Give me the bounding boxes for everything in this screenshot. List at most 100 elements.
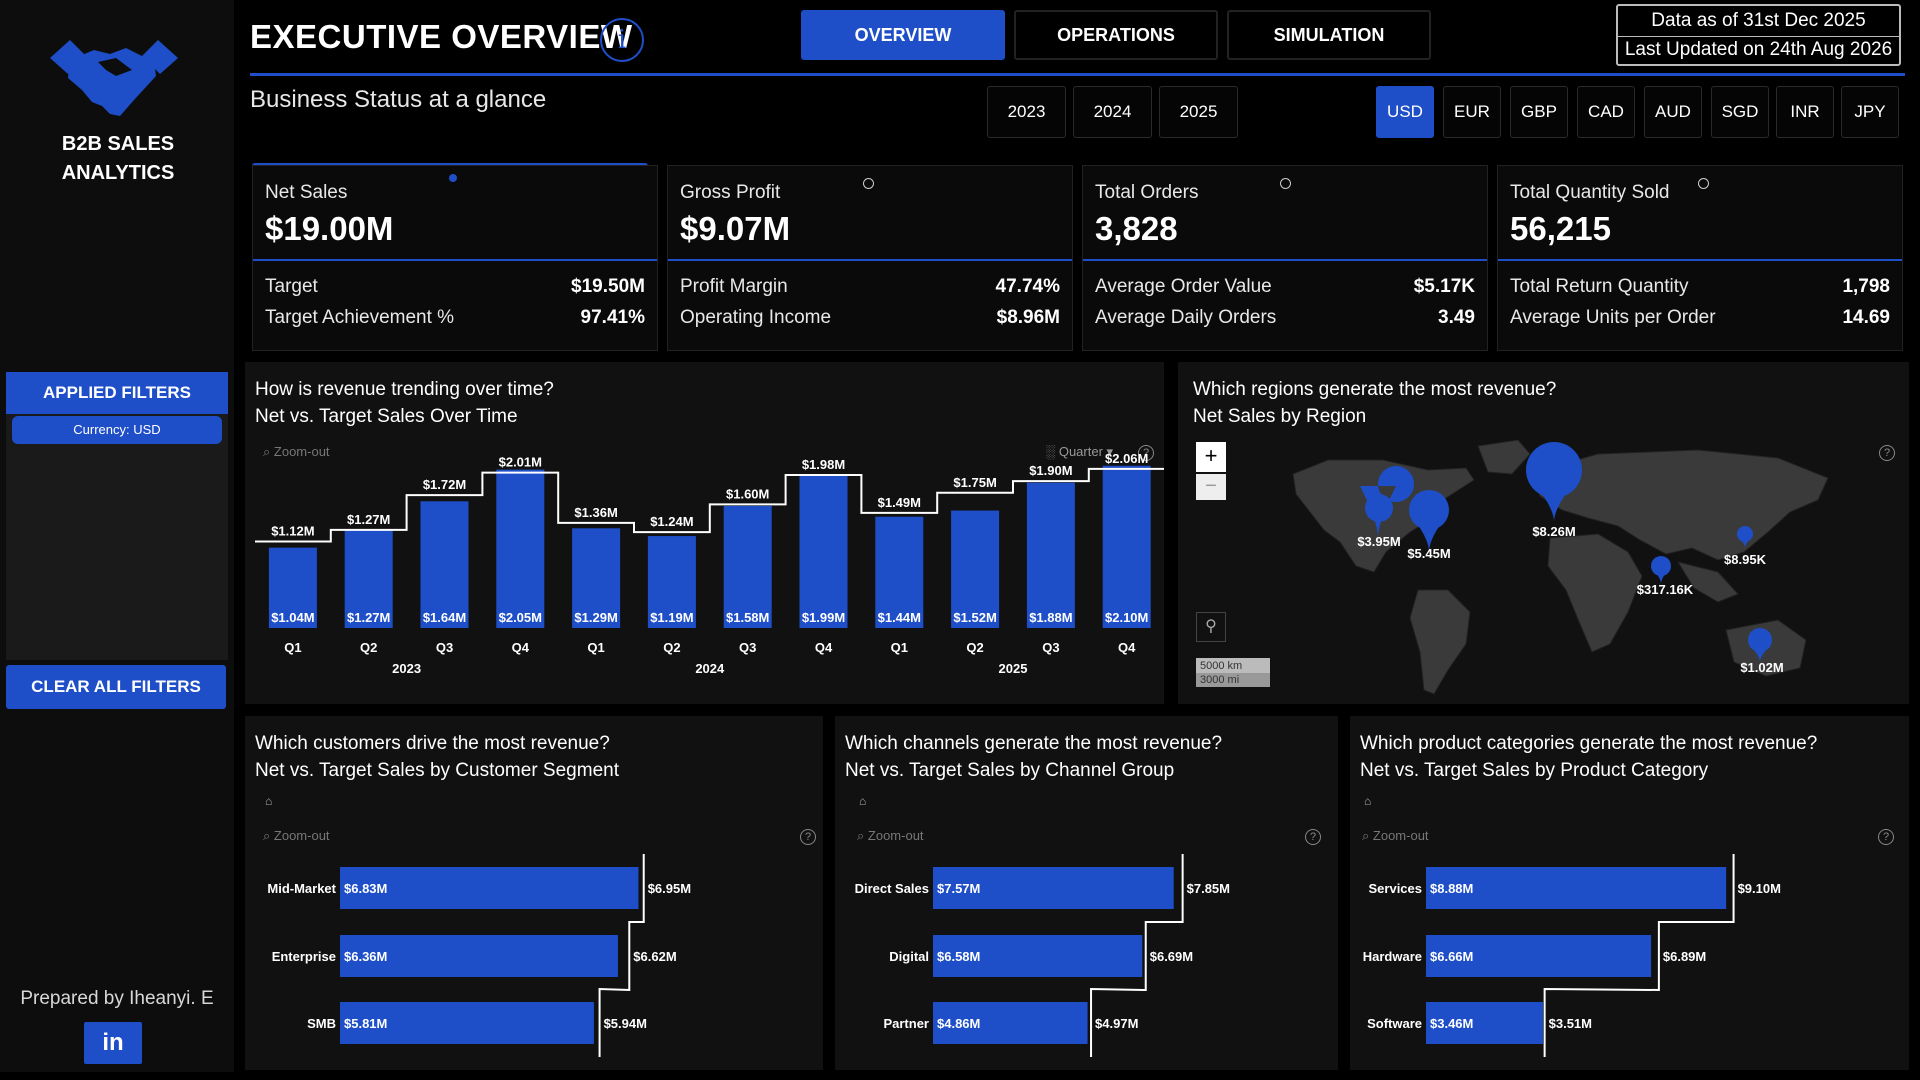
map-marker — [1409, 490, 1449, 552]
zoom-out-control[interactable]: ⌕ Zoom-out — [857, 828, 924, 843]
target-value-label: $6.89M — [1663, 949, 1706, 964]
marker-label: $8.26M — [1532, 524, 1575, 539]
currency-sgd[interactable]: SGD — [1711, 86, 1769, 138]
target-value-label: $1.90M — [1029, 463, 1072, 478]
currency-gbp[interactable]: GBP — [1510, 86, 1568, 138]
tab-operations[interactable]: OPERATIONS — [1014, 10, 1218, 60]
world-map[interactable]: $3.95M $5.45M $8.26M $8.95K $317.16K $1.… — [1178, 362, 1909, 704]
target-value-label: $2.01M — [499, 455, 542, 470]
zoom-out-control[interactable]: ⌕ Zoom-out — [263, 444, 330, 459]
product-category-chart: $8.88M Services $6.66M Hardware $3.46M Softwa… — [1363, 854, 1781, 1057]
help-icon[interactable]: ? — [800, 829, 816, 845]
map-zoom-in-button[interactable]: + — [1196, 442, 1226, 472]
x-tick-label: Q2 — [360, 640, 377, 655]
customer-segment-panel: Which customers drive the most revenue? … — [245, 716, 823, 1070]
target-value-label: $3.51M — [1549, 1016, 1592, 1031]
marker-label: $5.45M — [1407, 546, 1450, 561]
target-value-label: $1.98M — [802, 457, 845, 472]
linkedin-icon[interactable]: in — [84, 1022, 142, 1064]
marker-label: $8.95K — [1724, 552, 1767, 567]
net-sales-bar — [875, 516, 924, 628]
kpi-label: Total Orders — [1095, 182, 1199, 203]
currency-inr[interactable]: INR — [1776, 86, 1834, 138]
filter-chip-currency[interactable]: Currency: USD — [12, 416, 222, 444]
currency-aud[interactable]: AUD — [1644, 86, 1702, 138]
home-icon[interactable]: ⌂ — [265, 794, 273, 808]
kpi-card-net-sales: Net Sales $19.00M Target $19.50M Target A… — [252, 165, 658, 351]
bar-value-label: $8.88M — [1430, 881, 1473, 896]
indicator-dot-icon[interactable] — [1698, 178, 1709, 189]
year-slicer-2024[interactable]: 2024 — [1073, 86, 1152, 138]
x-tick-label: Q3 — [739, 640, 756, 655]
year-slicer-2025[interactable]: 2025 — [1159, 86, 1238, 138]
bar-value-label: $1.44M — [878, 610, 921, 625]
target-value-label: $2.06M — [1105, 451, 1148, 466]
bar-value-label: $6.36M — [344, 949, 387, 964]
tab-simulation[interactable]: SIMULATION — [1227, 10, 1431, 60]
kpi-card-total-quantity: Total Quantity Sold 56,215 Total Return … — [1497, 165, 1903, 351]
kpi-divider — [1498, 259, 1902, 261]
x-group-label: 2024 — [695, 661, 725, 676]
net-sales-bar — [1426, 867, 1727, 909]
info-icon[interactable]: i — [600, 18, 644, 62]
zoom-out-control[interactable]: ⌕ Zoom-out — [263, 828, 330, 843]
net-sales-bar — [340, 935, 618, 977]
target-line — [255, 467, 1164, 543]
net-sales-bar — [1026, 482, 1075, 628]
help-icon[interactable]: ? — [1878, 829, 1894, 845]
net-sales-bar — [268, 547, 317, 628]
map-zoom-out-button[interactable]: − — [1196, 474, 1226, 500]
home-icon[interactable]: ⌂ — [859, 794, 867, 808]
help-icon[interactable]: ? — [1305, 829, 1321, 845]
bar-value-label: $2.10M — [1105, 610, 1148, 625]
kpi-value: 56,215 — [1510, 210, 1611, 247]
zoom-out-label: Zoom-out — [273, 828, 330, 843]
kpi-row: Target Achievement % 97.41% — [265, 307, 645, 329]
kpi-label: Total Quantity Sold — [1510, 182, 1670, 203]
currency-eur[interactable]: EUR — [1443, 86, 1501, 138]
panel-question: Which regions generate the most revenue?… — [1193, 376, 1556, 430]
clear-all-filters-button[interactable]: CLEAR ALL FILTERS — [6, 665, 226, 709]
net-sales-bar — [340, 867, 639, 909]
kpi-row-label: Target — [265, 276, 318, 297]
zoom-out-control[interactable]: ⌕ Zoom-out — [1362, 828, 1429, 843]
target-value-label: $6.69M — [1150, 949, 1193, 964]
brand-title: B2B SALES ANALYTICS — [20, 130, 216, 188]
currency-usd[interactable]: USD — [1376, 86, 1434, 138]
target-value-label: $6.95M — [648, 881, 691, 896]
bar-value-label: $7.57M — [937, 881, 980, 896]
indicator-dot-icon[interactable] — [1280, 178, 1291, 189]
indicator-dot-icon[interactable] — [449, 174, 457, 182]
channel-group-panel: Which channels generate the most revenue… — [835, 716, 1338, 1070]
currency-jpy[interactable]: JPY — [1841, 86, 1899, 138]
indicator-dot-icon[interactable] — [863, 178, 874, 189]
target-value-label: $4.97M — [1095, 1016, 1138, 1031]
map-marker — [1651, 556, 1671, 584]
africa-shape — [1547, 533, 1643, 653]
net-sales-bar — [1426, 935, 1652, 977]
kpi-row-value: 14.69 — [1842, 307, 1890, 328]
x-group-label: 2023 — [392, 661, 421, 676]
panel-subtitle-text: Net vs. Target Sales Over Time — [255, 406, 518, 427]
tab-overview[interactable]: OVERVIEW — [801, 10, 1005, 60]
map-locate-icon[interactable]: ⚲ — [1196, 612, 1226, 642]
y-category-label: Hardware — [1363, 949, 1422, 964]
marker-label: $317.16K — [1637, 582, 1694, 597]
net-sales-bar — [951, 510, 1000, 628]
panel-question: Which customers drive the most revenue? … — [255, 730, 619, 784]
kpi-card-gross-profit: Gross Profit $9.07M Profit Margin 47.74% … — [667, 165, 1073, 351]
help-icon[interactable]: ? — [1138, 445, 1154, 461]
currency-cad[interactable]: CAD — [1577, 86, 1635, 138]
bar-value-label: $2.05M — [499, 610, 542, 625]
kpi-row: Operating Income $8.96M — [680, 307, 1060, 329]
revenue-trend-chart: $1.04M Q1 $1.27M Q2 $1.64M Q3 $2.05M Q4 $1.29M Q1… — [255, 451, 1164, 676]
granularity-dropdown[interactable]: ░ Quarter ▾ — [1046, 444, 1114, 459]
region-map-panel: Which regions generate the most revenue?… — [1178, 362, 1909, 704]
kpi-row-label: Average Daily Orders — [1095, 307, 1277, 328]
year-slicer-2023[interactable]: 2023 — [987, 86, 1066, 138]
bar-value-label: $1.04M — [271, 610, 314, 625]
target-value-label: $7.85M — [1187, 881, 1230, 896]
help-icon[interactable]: ? — [1879, 445, 1895, 461]
home-icon[interactable]: ⌂ — [1364, 794, 1372, 808]
x-tick-label: Q1 — [587, 640, 604, 655]
